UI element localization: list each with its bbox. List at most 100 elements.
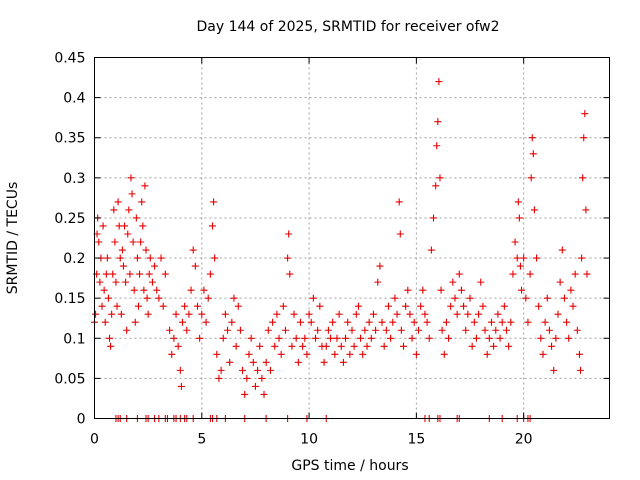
data-point: [464, 310, 472, 318]
data-point: [305, 310, 313, 318]
data-point: [144, 310, 152, 318]
data-point: [571, 270, 579, 278]
axis-ticks: [94, 57, 610, 419]
data-point: [372, 326, 380, 334]
data-point: [183, 326, 191, 334]
y-axis-label: SRMTID / TECUs: [5, 182, 21, 295]
data-point: [529, 150, 537, 158]
data-point: [133, 254, 141, 262]
data-point: [545, 326, 553, 334]
data-point: [376, 262, 384, 270]
x-tick-label: 10: [300, 432, 318, 448]
data-point: [337, 342, 345, 350]
data-point: [243, 374, 251, 382]
data-point: [509, 270, 517, 278]
data-point: [384, 302, 392, 310]
data-point: [577, 366, 585, 374]
data-point: [496, 334, 504, 342]
data-point: [269, 318, 277, 326]
data-point: [573, 326, 581, 334]
data-point: [117, 310, 125, 318]
data-point: [142, 246, 150, 254]
data-point: [256, 342, 264, 350]
data-point: [187, 286, 195, 294]
x-axis-label: GPS time / hours: [291, 458, 408, 474]
data-point: [406, 310, 414, 318]
data-point: [258, 374, 266, 382]
data-point: [417, 302, 425, 310]
data-point: [327, 334, 335, 342]
data-point: [567, 286, 575, 294]
data-point: [505, 342, 513, 350]
data-point: [221, 310, 229, 318]
data-point: [126, 270, 134, 278]
data-point: [241, 390, 249, 398]
data-point: [563, 318, 571, 326]
data-point: [316, 302, 324, 310]
y-tick-label: 0.05: [54, 371, 85, 387]
data-point: [378, 318, 386, 326]
data-point: [172, 310, 180, 318]
data-point: [500, 302, 508, 310]
data-point: [361, 326, 369, 334]
data-point: [128, 190, 136, 198]
data-point: [451, 294, 459, 302]
data-point: [134, 302, 142, 310]
data-point: [125, 206, 133, 214]
data-point: [309, 294, 317, 302]
data-point: [153, 286, 161, 294]
data-point: [92, 310, 100, 318]
data-point: [552, 334, 560, 342]
data-point: [447, 302, 455, 310]
data-point: [548, 342, 556, 350]
grid-lines: [94, 57, 610, 419]
data-point: [430, 214, 438, 222]
data-point: [435, 78, 443, 86]
data-point: [475, 310, 483, 318]
data-point: [393, 310, 401, 318]
data-point: [159, 302, 167, 310]
data-point: [421, 310, 429, 318]
data-point: [228, 318, 236, 326]
data-point: [239, 366, 247, 374]
data-point: [335, 310, 343, 318]
data-point: [177, 382, 185, 390]
data-point: [155, 294, 163, 302]
y-tick-label: 0.3: [63, 171, 85, 187]
data-point: [251, 382, 259, 390]
data-point: [114, 198, 122, 206]
data-point: [554, 310, 562, 318]
data-point: [365, 318, 373, 326]
data-point: [273, 310, 281, 318]
data-point: [445, 334, 453, 342]
data-point: [396, 230, 404, 238]
data-point: [210, 198, 218, 206]
data-point: [423, 318, 431, 326]
data-point: [166, 326, 174, 334]
data-point: [440, 350, 448, 358]
data-point: [516, 262, 524, 270]
data-point: [200, 286, 208, 294]
data-point: [436, 174, 444, 182]
data-point: [498, 318, 506, 326]
data-point: [107, 342, 115, 350]
data-point: [260, 390, 268, 398]
data-point: [284, 254, 292, 262]
data-point: [209, 222, 217, 230]
data-point: [140, 286, 148, 294]
data-point: [331, 350, 339, 358]
data-point: [266, 366, 274, 374]
data-point: [230, 294, 238, 302]
x-tick-label: 15: [407, 432, 425, 448]
data-point: [494, 310, 502, 318]
data-point: [122, 278, 130, 286]
data-point: [101, 318, 109, 326]
data-point: [245, 350, 253, 358]
data-point: [397, 326, 405, 334]
data-point: [98, 302, 106, 310]
y-tick-label: 0: [77, 412, 86, 428]
y-tick-label: 0.4: [63, 91, 85, 107]
data-point: [537, 334, 545, 342]
data-point: [292, 334, 300, 342]
data-point: [530, 206, 538, 214]
